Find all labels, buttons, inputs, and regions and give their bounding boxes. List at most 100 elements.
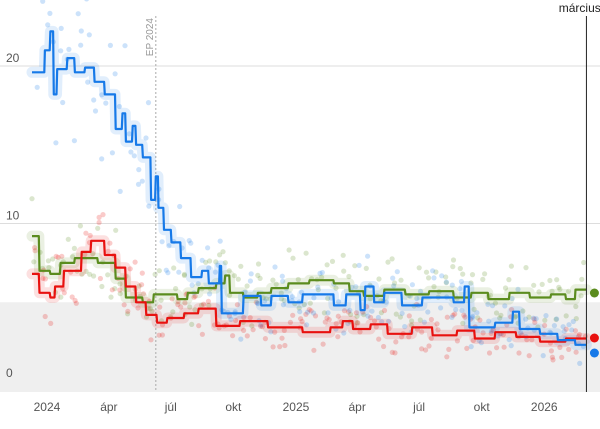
- poll-dot-mi-hazank-177: [573, 316, 579, 322]
- poll-dot-mkkp-140: [461, 312, 467, 318]
- poll-dot-dk-44: [166, 243, 172, 249]
- poll-dot-mkkp-134: [444, 354, 450, 360]
- poll-dot-mi-hazank-172: [556, 284, 562, 290]
- poll-dot-mi-hazank-141: [460, 271, 466, 277]
- poll-dot-mi-hazank-62: [220, 249, 226, 255]
- x-tick-label-2: júl: [164, 400, 177, 414]
- poll-dot-dk-100: [336, 299, 342, 305]
- poll-dot-mkkp-65: [230, 333, 236, 339]
- poll-dot-dk-10: [60, 99, 66, 106]
- poll-dot-mkkp-73: [253, 299, 259, 305]
- poll-dot-mkkp-98: [333, 321, 339, 327]
- poll-dot-dk-128: [425, 309, 431, 315]
- poll-dot-mi-hazank-174: [563, 313, 569, 319]
- poll-dot-mi-hazank-52: [189, 321, 195, 327]
- poll-dot-mkkp-138: [452, 311, 458, 317]
- poll-dot-dk-25: [103, 100, 109, 106]
- poll-dot-mkkp-88: [299, 318, 305, 325]
- poll-dot-mkkp-123: [406, 313, 412, 319]
- poll-dot-mkkp-49: [178, 304, 184, 310]
- poll-dot-mi-hazank-75: [257, 275, 263, 281]
- poll-dot-mi-hazank-136: [450, 264, 456, 270]
- poll-dot-mi-hazank-81: [278, 290, 284, 296]
- poll-dot-dk-119: [391, 283, 397, 289]
- y-tick-label-10: 10: [6, 209, 20, 223]
- poll-dot-mkkp-16: [82, 251, 88, 258]
- poll-dot-mkkp-7: [48, 320, 54, 326]
- poll-dot-dk-17: [78, 28, 84, 34]
- poll-dot-mkkp-36: [139, 270, 145, 276]
- poll-dot-dk-83: [280, 302, 286, 308]
- poll-dot-dk-38: [145, 100, 152, 106]
- poll-dot-mi-hazank-65: [226, 268, 232, 274]
- poll-dot-dk-176: [570, 318, 576, 325]
- poll-dot-mi-hazank-111: [367, 296, 373, 302]
- poll-dot-mi-hazank-108: [363, 265, 369, 271]
- poll-dot-mkkp-74: [259, 324, 266, 330]
- poll-dot-mi-hazank-88: [303, 250, 309, 256]
- poll-dot-mi-hazank-137: [450, 257, 457, 263]
- x-tick-label-8: 2026: [531, 400, 558, 414]
- poll-dot-mkkp-75: [258, 323, 264, 329]
- poll-dot-dk-137: [449, 314, 455, 320]
- poll-dot-dk-80: [279, 273, 285, 279]
- poll-dot-mkkp-97: [324, 315, 330, 321]
- poll-dot-mkkp-87: [298, 316, 304, 322]
- poll-dot-dk-148: [485, 301, 491, 307]
- poll-dot-dk-88: [304, 322, 310, 328]
- series-line-mi-hazank: [32, 235, 587, 304]
- poll-dot-dk-13: [71, 138, 77, 144]
- poll-dot-mi-hazank-157: [508, 263, 514, 269]
- poll-dot-mkkp-15: [72, 297, 78, 304]
- poll-dot-dk-20: [91, 97, 97, 103]
- poll-dot-mi-hazank-35: [136, 283, 142, 289]
- poll-dot-mi-hazank-12: [71, 245, 77, 251]
- poll-dot-dk-16: [84, 0, 89, 2]
- poll-dot-dk-33: [131, 153, 137, 159]
- poll-dot-mkkp-1: [31, 245, 38, 251]
- poll-dot-mkkp-18: [87, 232, 93, 239]
- poll-dot-dk-138: [457, 286, 463, 292]
- poll-dot-mkkp-68: [241, 327, 247, 333]
- poll-dot-dk-142: [469, 315, 475, 321]
- poll-dot-dk-85: [289, 294, 295, 300]
- poll-dot-mi-hazank-41: [152, 271, 158, 277]
- poll-dot-mkkp-25: [105, 248, 111, 254]
- poll-dot-mi-hazank-126: [417, 317, 423, 323]
- poll-dot-dk-93: [315, 284, 321, 290]
- poll-dot-mkkp-168: [548, 348, 555, 354]
- poll-dot-dk-79: [272, 264, 278, 270]
- poll-dot-mkkp-8: [55, 254, 61, 260]
- poll-dot-dk-134: [443, 279, 449, 285]
- poll-dot-dk-152: [495, 333, 501, 339]
- poll-dot-dk-0: [34, 84, 40, 90]
- poll-dot-mkkp-38: [148, 337, 154, 343]
- poll-dot-mkkp-23: [97, 275, 103, 282]
- poll-dot-dk-31: [126, 131, 132, 137]
- poll-dot-mkkp-177: [573, 349, 579, 355]
- poll-dot-mi-hazank-153: [498, 312, 504, 318]
- poll-dot-dk-4: [47, 10, 53, 16]
- poll-dot-mkkp-76: [262, 336, 268, 342]
- poll-dot-mkkp-114: [381, 343, 387, 350]
- poll-dot-mi-hazank-21: [91, 273, 97, 279]
- poll-dot-mi-hazank-80: [278, 296, 284, 302]
- y-axis-ticks: 0 10 20: [6, 51, 20, 380]
- poll-dot-dk-32: [128, 149, 134, 155]
- poll-dot-mkkp-64: [226, 313, 232, 319]
- poll-dot-mi-hazank-167: [539, 281, 545, 287]
- poll-dot-mi-hazank-178: [578, 293, 584, 299]
- today-marker: március 4.: [559, 1, 600, 392]
- poll-dot-mi-hazank-130: [433, 269, 439, 275]
- poll-dot-dk-49: [177, 203, 183, 210]
- poll-dot-mi-hazank-107: [354, 320, 360, 326]
- poll-dot-mkkp-67: [234, 302, 240, 308]
- poll-dot-mi-hazank-120: [397, 314, 403, 320]
- poll-dot-dk-59: [212, 269, 218, 275]
- poll-dot-mkkp-130: [428, 316, 434, 323]
- poll-dot-mkkp-137: [446, 346, 452, 352]
- poll-dot-mkkp-0: [32, 248, 38, 254]
- poll-dot-mi-hazank-155: [502, 285, 509, 291]
- poll-dot-dk-172: [561, 328, 567, 334]
- poll-dot-dk-174: [566, 322, 572, 328]
